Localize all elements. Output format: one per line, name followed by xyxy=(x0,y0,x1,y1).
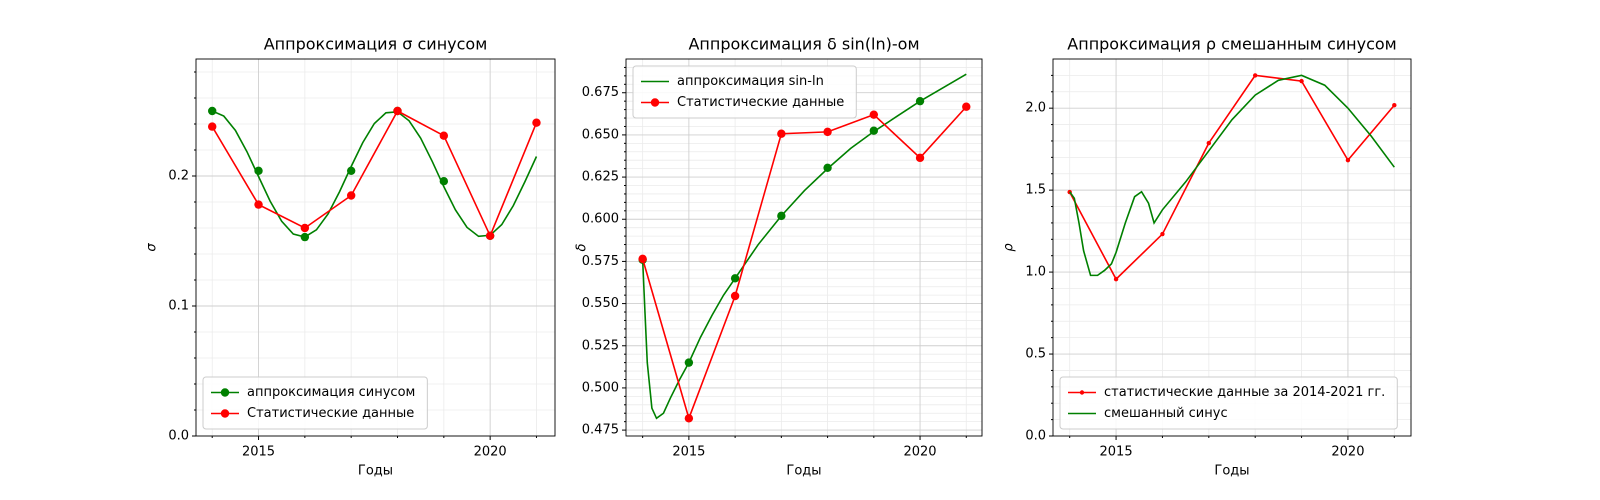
marker xyxy=(638,254,647,264)
marker xyxy=(208,122,217,131)
legend-label: статистические данные за 2014-2021 гг. xyxy=(1104,385,1385,400)
marker xyxy=(439,131,449,140)
y-tick-label: 0.550 xyxy=(582,296,619,311)
y-tick-label: 0.625 xyxy=(582,170,619,185)
series-line xyxy=(1069,74,1395,277)
marker xyxy=(684,358,694,367)
marker xyxy=(1392,103,1397,108)
series-line xyxy=(211,110,538,238)
legend-label: смешанный синус xyxy=(1104,406,1228,421)
x-tick-label: 2015 xyxy=(672,445,705,460)
y-tick-label: 0.0 xyxy=(1025,429,1046,444)
legend-box xyxy=(632,65,857,119)
legend: статистические данные за 2014-2021 гг. см… xyxy=(1059,376,1398,430)
chart-title: Аппроксимация δ sin(ln)-ом xyxy=(688,35,919,54)
marker xyxy=(300,223,310,233)
marker xyxy=(393,106,402,116)
series-line xyxy=(211,109,538,238)
marker xyxy=(1345,157,1351,163)
marker xyxy=(730,291,740,301)
marker xyxy=(869,126,879,135)
marker xyxy=(1113,276,1119,282)
y-tick-label: 0.475 xyxy=(582,423,619,438)
y-tick-label: 1.5 xyxy=(1025,183,1046,198)
y-tick-label: 0.525 xyxy=(582,338,619,353)
y-axis-label: ρ xyxy=(1002,243,1017,252)
plot-area: статистические данные за 2014-2021 гг. см… xyxy=(1059,73,1398,430)
legend-marker xyxy=(650,98,660,107)
x-axis-label: Годы xyxy=(1214,464,1249,479)
marker xyxy=(346,166,356,175)
chart-title: Аппроксимация σ синусом xyxy=(264,35,488,54)
marker xyxy=(254,200,263,209)
legend: аппроксимация sin-ln Статистические данны… xyxy=(632,65,857,119)
y-tick-label: 0.650 xyxy=(582,127,619,142)
marker xyxy=(346,191,356,200)
legend-marker xyxy=(220,409,230,418)
legend-label: Статистические данные xyxy=(677,95,844,110)
y-tick-label: 0.5 xyxy=(1025,347,1046,362)
legend-label: Статистические данные xyxy=(247,406,414,421)
marker xyxy=(532,118,541,127)
x-tick-label: 2020 xyxy=(474,445,507,460)
marker xyxy=(684,414,694,423)
x-tick-label: 2020 xyxy=(903,445,936,460)
y-axis-label: δ xyxy=(575,243,590,251)
plot-area: аппроксимация синусом Статистические данн… xyxy=(202,106,541,430)
y-tick-label: 0.575 xyxy=(582,254,619,269)
y-tick-label: 0.0 xyxy=(168,429,189,444)
x-axis-label: Годы xyxy=(358,464,393,479)
axes-frame xyxy=(195,58,556,437)
legend: аппроксимация синусом Статистические данн… xyxy=(202,376,428,430)
marker xyxy=(485,231,495,240)
legend-box xyxy=(202,376,428,430)
y-axis-label: σ xyxy=(145,243,160,252)
marker xyxy=(208,106,217,116)
chart-title: Аппроксимация ρ смешанным синусом xyxy=(1067,35,1396,54)
marker xyxy=(730,274,740,283)
marker xyxy=(777,211,786,221)
y-tick-label: 0.675 xyxy=(582,85,619,100)
axes-frame xyxy=(625,58,983,437)
x-axis-label: Годы xyxy=(786,464,821,479)
y-tick-label: 0.2 xyxy=(168,169,189,184)
marker xyxy=(439,177,449,186)
marker xyxy=(300,232,310,242)
marker xyxy=(1206,140,1212,146)
series-line xyxy=(641,106,967,421)
marker xyxy=(962,102,971,111)
subplot: 2015 2020 0.0 0.5 1.0 1.5 2.0 Аппроксимация ρ с… xyxy=(1002,35,1412,479)
y-tick-label: 0.500 xyxy=(582,380,619,395)
x-tick-label: 2015 xyxy=(1100,445,1133,460)
y-tick-label: 1.0 xyxy=(1025,265,1046,280)
legend-label: аппроксимация sin-ln xyxy=(677,74,824,89)
marker xyxy=(1299,78,1304,84)
legend-marker xyxy=(1079,390,1085,395)
subplot: 2015 2020 0.475 0.500 0.525 0.550 0.575 0.600 0.… xyxy=(575,35,983,479)
y-tick-label: 0.600 xyxy=(582,212,619,227)
plot-area: аппроксимация sin-ln Статистические данны… xyxy=(632,65,971,423)
series-line xyxy=(641,73,967,420)
marker xyxy=(1252,73,1258,78)
series-line xyxy=(1068,74,1395,281)
axes-frame xyxy=(1052,58,1412,437)
marker xyxy=(915,153,925,163)
marker xyxy=(823,127,832,137)
marker xyxy=(254,166,263,175)
x-tick-label: 2015 xyxy=(242,445,275,460)
legend-box xyxy=(1059,376,1398,430)
x-tick-label: 2020 xyxy=(1331,445,1364,460)
y-tick-label: 0.1 xyxy=(168,299,189,314)
y-tick-label: 2.0 xyxy=(1025,101,1046,116)
marker xyxy=(777,129,786,138)
marker xyxy=(1160,231,1165,237)
subplot: 2015 2020 0.0 0.1 0.2 Аппроксимация σ синусом… xyxy=(145,35,556,479)
legend-marker xyxy=(220,388,230,397)
marker xyxy=(869,110,879,119)
legend-label: аппроксимация синусом xyxy=(247,385,415,400)
marker xyxy=(823,163,832,172)
marker xyxy=(915,96,925,106)
